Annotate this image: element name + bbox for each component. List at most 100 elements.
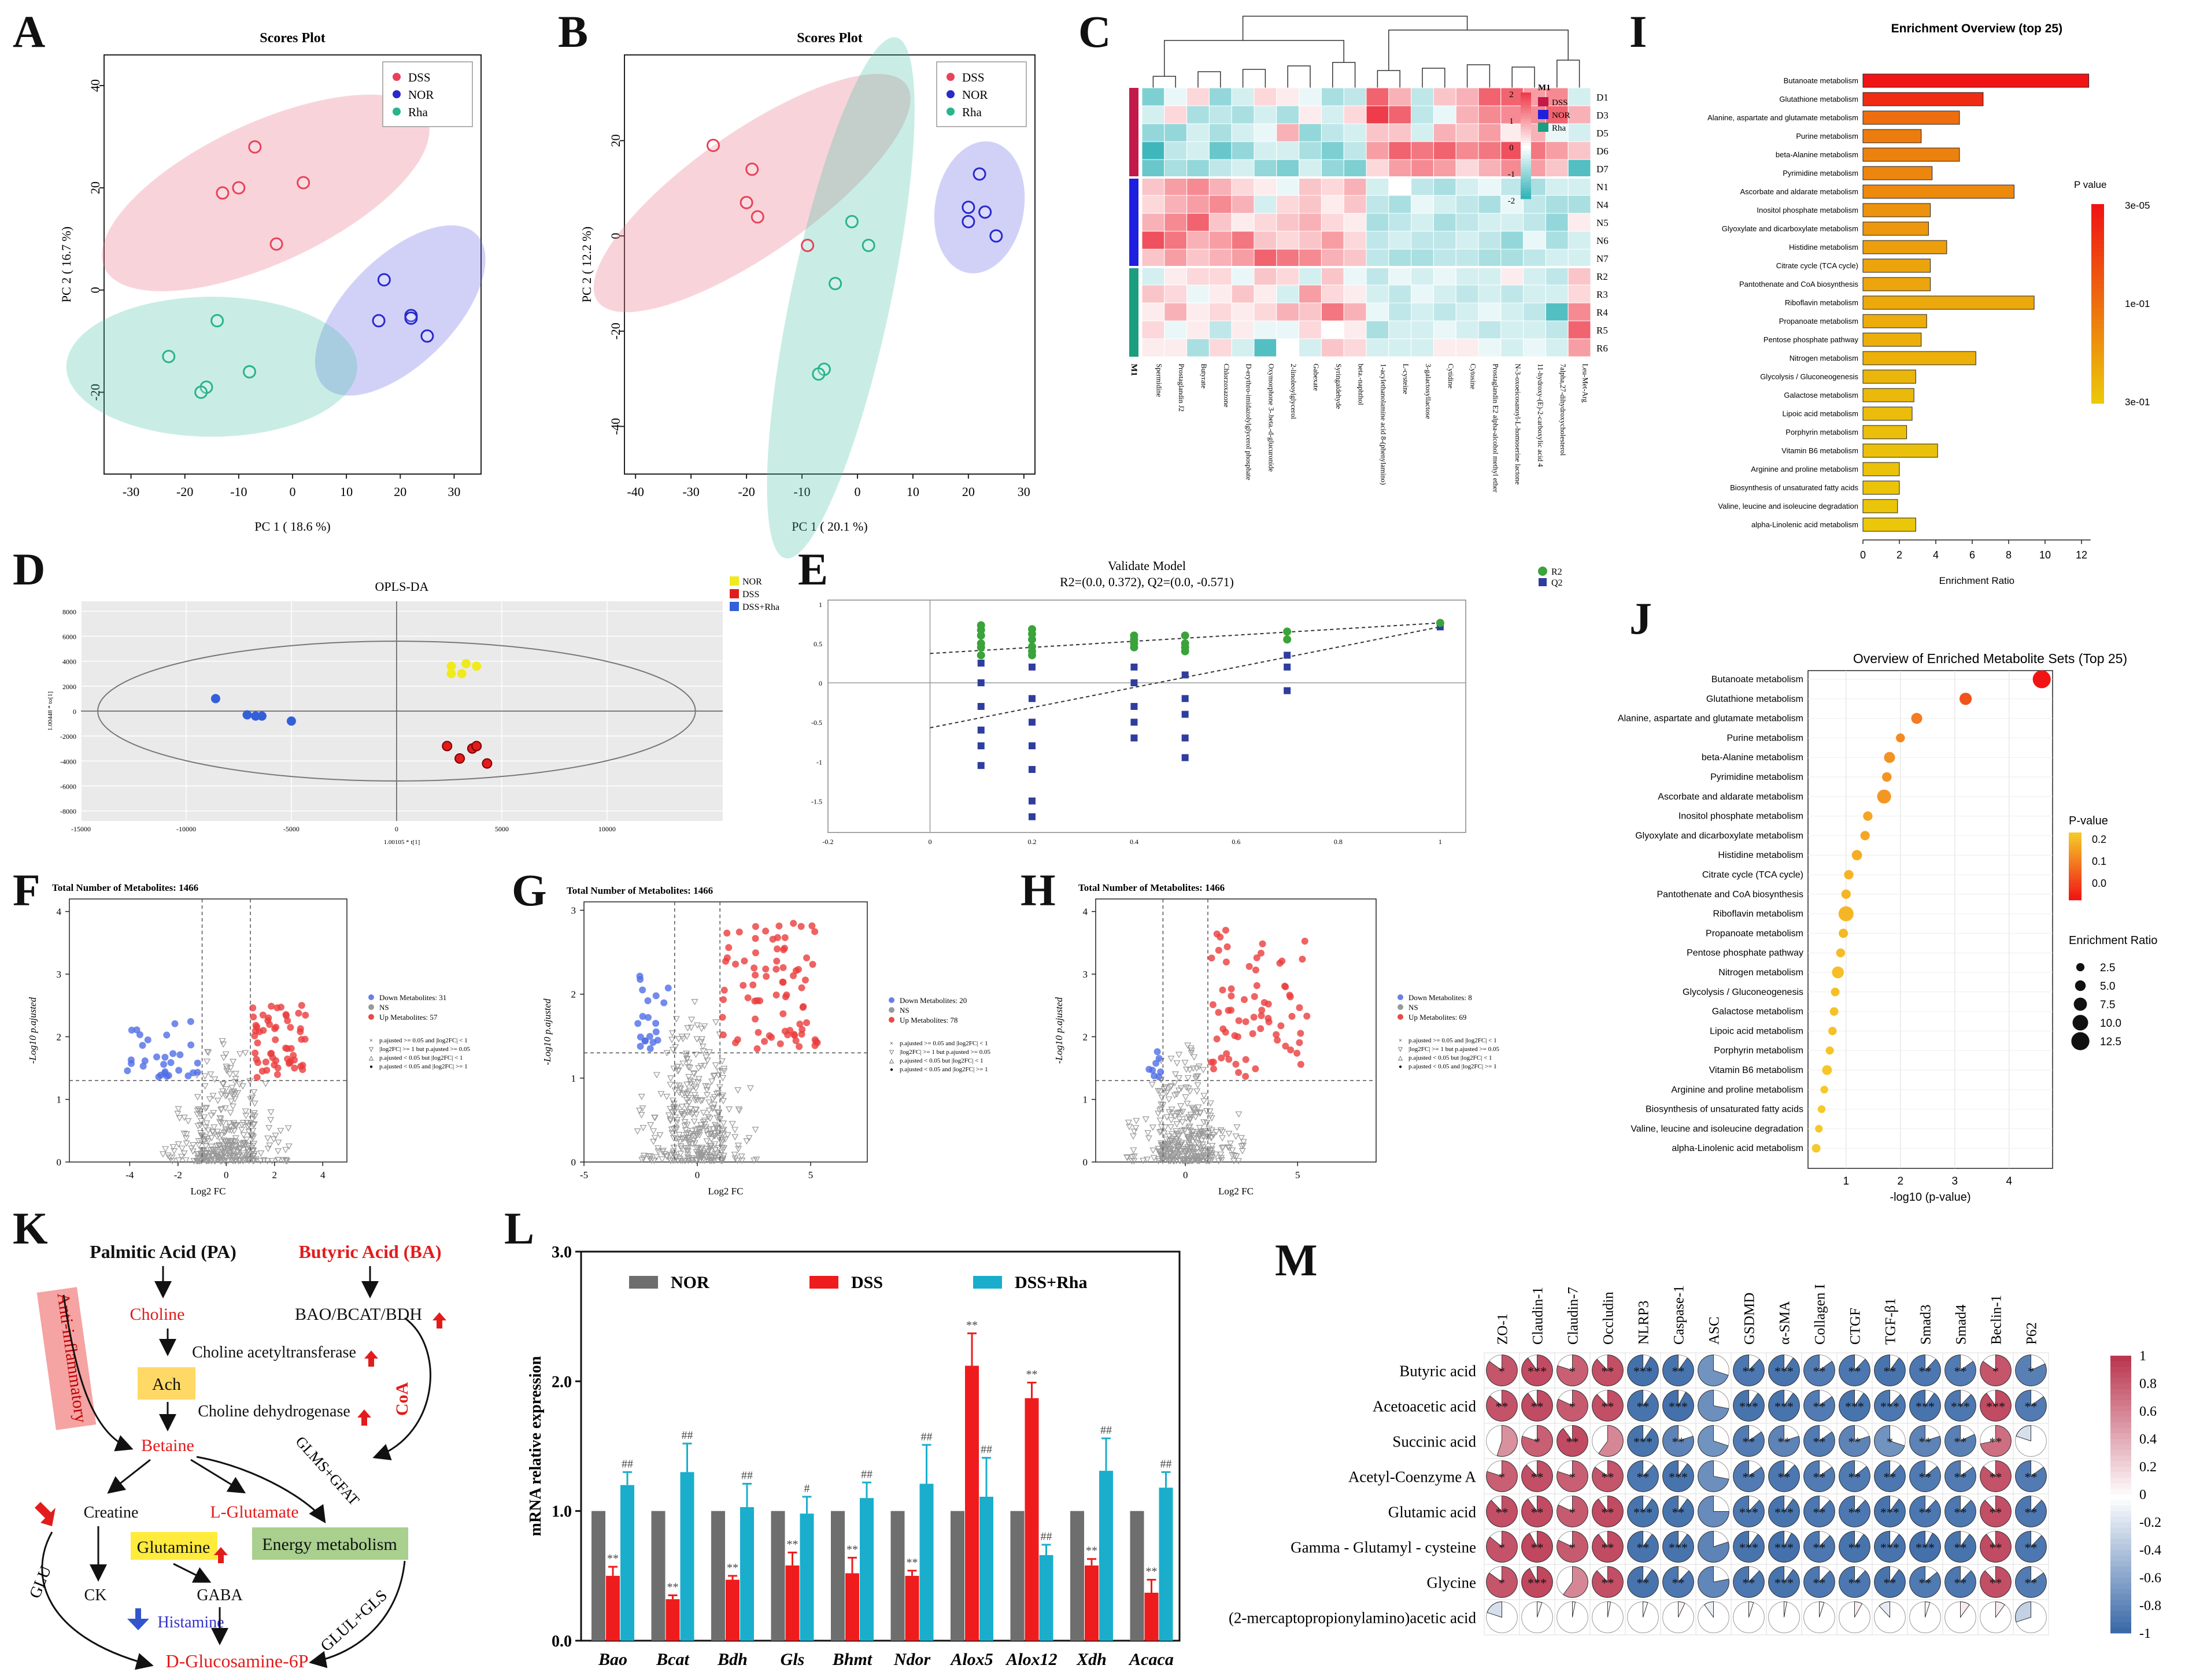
heatmap-cell [1186, 249, 1210, 268]
panel-label-d: D [13, 544, 46, 594]
x-tick-label: 20 [394, 484, 406, 499]
significance-mark: ** [1602, 1400, 1614, 1414]
heatmap-cell [1455, 105, 1479, 124]
correlation-row-label: Acetoacetic acid [1373, 1398, 1477, 1415]
significance-mark: ** [1602, 1470, 1614, 1485]
significance-mark: ** [1848, 1470, 1861, 1485]
heatmap-cell [1276, 105, 1300, 124]
heatmap-cell [1208, 159, 1232, 178]
correlation-column-label: ZO-1 [1495, 1313, 1511, 1345]
dendrogram-branch [1422, 68, 1445, 88]
significance-mark: ** [1919, 1576, 1932, 1590]
y-tick-label: -20 [88, 384, 102, 401]
legend-label: Rha [962, 105, 982, 119]
confidence-ellipse [593, 73, 911, 313]
heatmap-cell [1231, 177, 1255, 196]
panel-label-h: H [1021, 865, 1056, 915]
significance-mark: *** [1774, 1400, 1794, 1414]
significance-mark: ** [1566, 1435, 1579, 1449]
significance-mark: ** [1813, 1576, 1826, 1590]
panel-label-l: L [504, 1203, 535, 1253]
heatmap-cell [1545, 195, 1569, 214]
x-tick-label: -30 [123, 484, 139, 499]
x-axis-label: PC 1 ( 20.1 %) [792, 519, 867, 534]
panel-label-e: E [798, 544, 829, 594]
data-point [420, 329, 434, 343]
y-tick-label: 0 [88, 287, 102, 293]
heatmap-cell [1500, 87, 1524, 106]
correlation-row-label: Glutamic acid [1388, 1504, 1477, 1521]
color-scale-step [2110, 1439, 2131, 1445]
significance-mark: ** [1743, 1470, 1755, 1485]
data-point [740, 195, 753, 209]
legend-label: NOR [962, 88, 988, 102]
correlation-row-label: (2-mercaptopropionylamino)acetic acid [1229, 1609, 1477, 1627]
color-scale-step [2110, 1361, 2131, 1367]
legend-marker [947, 90, 955, 98]
significance-mark: ** [1602, 1576, 1614, 1590]
heatmap-cell [1567, 141, 1591, 160]
significance-mark: ** [1813, 1470, 1826, 1485]
color-scale-step [2110, 1416, 2131, 1423]
correlation-column-label: Caspase-1 [1672, 1285, 1687, 1345]
color-scale-step [2110, 1522, 2131, 1528]
heatmap-cell [1254, 249, 1277, 268]
heatmap-cell [1208, 105, 1232, 124]
x-tick-label: -20 [176, 484, 193, 499]
significance-mark: ** [1990, 1435, 2002, 1449]
heatmap-cell [1478, 87, 1502, 106]
correlation-column-label: Collagen I [1813, 1284, 1828, 1345]
panel-label-i: I [1629, 6, 1647, 57]
chart-title: Scores Plot [260, 31, 326, 46]
heatmap-cell [1478, 213, 1502, 232]
color-scale-step [2110, 1516, 2131, 1523]
color-scale-step [2110, 1594, 2131, 1600]
significance-mark: *** [1528, 1576, 1547, 1590]
significance-mark: ** [1602, 1541, 1614, 1555]
data-point [973, 167, 986, 181]
color-scale-step [2110, 1605, 2131, 1611]
heatmap-cell [1343, 123, 1367, 142]
heatmap-cell [1366, 177, 1389, 196]
significance-mark: ** [1954, 1505, 1967, 1520]
data-point [210, 314, 224, 328]
dendrogram-branch [1242, 69, 1266, 88]
significance-mark: ** [1637, 1400, 1650, 1414]
dendrogram-branch [1242, 16, 1468, 40]
significance-mark: *** [1774, 1505, 1794, 1520]
heatmap-cell [1366, 87, 1389, 106]
significance-mark: * [1499, 1541, 1505, 1555]
confidence-ellipse [315, 225, 486, 396]
heatmap-cell [1500, 105, 1524, 124]
heatmap-cell [1321, 195, 1344, 214]
y-axis-label: PC 2 ( 12.2 %) [579, 227, 594, 302]
significance-mark: ** [1637, 1541, 1650, 1555]
panel-label-m: M [1275, 1235, 1318, 1285]
significance-mark: *** [1633, 1505, 1652, 1520]
significance-mark: ** [1813, 1400, 1826, 1414]
significance-mark: ** [1778, 1470, 1791, 1485]
heatmap-cell [1500, 123, 1524, 142]
heatmap-cell [1500, 141, 1524, 160]
x-tick-label: -10 [793, 484, 810, 499]
heatmap-cell [1523, 231, 1546, 250]
legend-marker [393, 90, 401, 98]
correlation-column-label: Smad4 [1954, 1304, 1969, 1345]
color-scale-step [2110, 1622, 2131, 1628]
y-tick-label: 20 [88, 182, 102, 194]
data-point [372, 314, 386, 328]
color-scale-step [2110, 1383, 2131, 1389]
color-scale-step [2110, 1583, 2131, 1589]
color-scale-step [2110, 1589, 2131, 1595]
confidence-ellipse [102, 94, 430, 291]
significance-mark: ** [1919, 1435, 1932, 1449]
heatmap-cell [1231, 249, 1255, 268]
significance-mark: ** [1496, 1505, 1509, 1520]
significance-mark: ** [1778, 1435, 1791, 1449]
significance-mark: ** [1848, 1541, 1861, 1555]
correlation-column-label: GSDMD [1742, 1293, 1758, 1345]
significance-mark: ** [1954, 1576, 1967, 1590]
significance-mark: *** [1880, 1541, 1899, 1555]
significance-mark: ** [1602, 1364, 1614, 1379]
heatmap-cell [1186, 177, 1210, 196]
